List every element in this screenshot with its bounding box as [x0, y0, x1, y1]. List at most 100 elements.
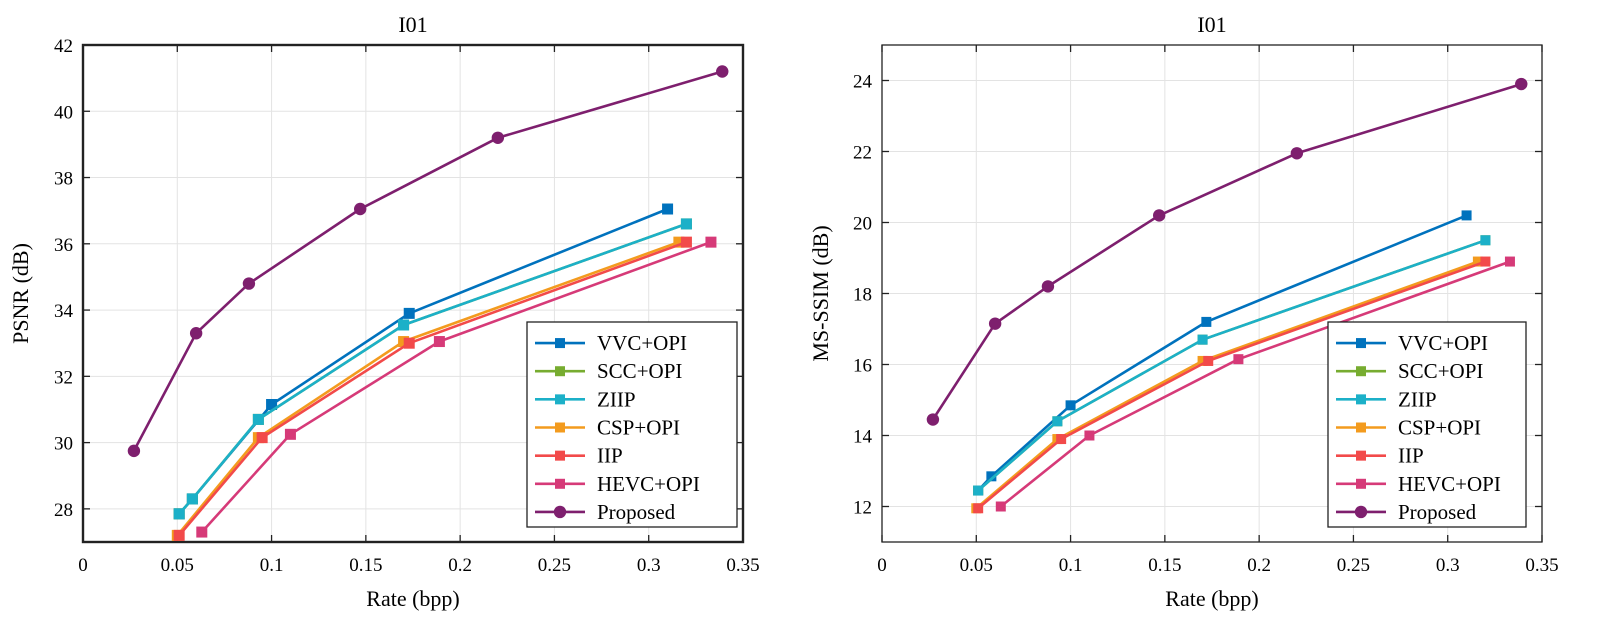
series-line: [931, 82, 1522, 421]
data-point: [284, 428, 296, 440]
legend-entry: VVC+OPI: [535, 331, 687, 355]
series-hevc-opi: [995, 256, 1515, 512]
legend-entry: CSP+OPI: [1336, 416, 1481, 440]
data-point: [403, 307, 415, 319]
data-point: [986, 471, 997, 482]
legend-label: IIP: [1398, 444, 1424, 468]
series-line: [200, 240, 712, 533]
x-tick-label: 0.3: [1436, 555, 1460, 576]
data-point: [398, 319, 410, 331]
data-point: [1197, 355, 1208, 366]
y-tick-label: 28: [54, 500, 73, 521]
legend-label: ZIIP: [1398, 387, 1437, 411]
data-point: [1233, 354, 1244, 365]
legend-label: VVC+OPI: [1398, 331, 1488, 355]
legend-marker: [1356, 338, 1366, 349]
x-tick-label: 0.35: [1525, 555, 1558, 576]
legend-label: CSP+OPI: [597, 416, 680, 440]
legend-entry: HEVC+OPI: [1336, 472, 1501, 496]
data-point: [1203, 355, 1214, 366]
data-point: [127, 444, 141, 458]
legend-marker: [555, 366, 565, 377]
legend: VVC+OPI SCC+OPI ZIIP CSP+OPI IIP HEVC+OPI Prop…: [526, 321, 738, 528]
x-tick-label: 0.2: [1247, 555, 1271, 576]
y-tick-label: 22: [853, 143, 872, 164]
legend-label: HEVC+OPI: [1398, 472, 1501, 496]
legend-marker: [1356, 366, 1366, 377]
series-line: [999, 260, 1511, 508]
data-point: [1052, 416, 1063, 427]
y-tick-label: 12: [853, 498, 872, 519]
data-point: [256, 432, 268, 444]
x-tick-label: 0.25: [538, 555, 571, 576]
legend-entry: SCC+OPI: [535, 359, 682, 383]
legend-marker: [555, 338, 565, 349]
legend-label: SCC+OPI: [597, 359, 682, 383]
x-tick-label: 0: [877, 555, 887, 576]
legend-marker: [1356, 422, 1366, 433]
data-point: [189, 327, 203, 340]
data-point: [995, 501, 1006, 512]
y-tick-label: 16: [853, 356, 872, 377]
legend-entry: ZIIP: [535, 387, 636, 411]
data-point: [680, 236, 692, 248]
y-tick-label: 24: [853, 72, 873, 93]
data-point: [973, 503, 984, 514]
data-point: [354, 202, 367, 216]
legend-entry: Proposed: [1336, 500, 1477, 524]
x-tick-label: 0.15: [349, 555, 382, 576]
data-point: [1056, 434, 1067, 445]
legend-marker: [1356, 450, 1366, 461]
x-tick-label: 0.1: [260, 555, 284, 576]
x-tick-label: 0.05: [161, 555, 194, 576]
legend-label: CSP+OPI: [1398, 416, 1481, 440]
legend-label: IIP: [597, 444, 623, 468]
legend: VVC+OPI SCC+OPI ZIIP CSP+OPI IIP HEVC+OPI Prop…: [1327, 321, 1527, 528]
chart-2: 0 0.05 0.1 0.15 0.2 0.25 0.3 0.35 12 14 16 18 20 22 24…: [808, 12, 1559, 611]
legend-entry: Proposed: [535, 500, 676, 524]
legend-marker: [555, 422, 565, 433]
series-line: [178, 240, 687, 537]
legend-entry: CSP+OPI: [535, 416, 680, 440]
chart-title: I01: [1197, 12, 1226, 37]
data-point: [1041, 280, 1055, 293]
x-axis-label: Rate (bpp): [366, 586, 459, 611]
data-point: [673, 236, 685, 248]
series-hevc-opi: [196, 236, 717, 538]
data-point: [1480, 235, 1491, 246]
data-point: [398, 336, 410, 348]
y-tick-label: 20: [853, 214, 872, 235]
series-line: [977, 260, 1486, 510]
y-tick-label: 30: [54, 434, 73, 455]
data-point: [1472, 256, 1483, 267]
legend-marker: [1356, 394, 1366, 405]
y-tick-label: 42: [54, 36, 73, 57]
legend-label: HEVC+OPI: [597, 472, 700, 496]
chart-1: 0 0.05 0.1 0.15 0.2 0.25 0.3 0.35 28 30 32 34 36 38 40…: [8, 12, 760, 611]
data-point: [662, 203, 674, 215]
legend-entry: VVC+OPI: [1336, 331, 1488, 355]
data-point: [266, 398, 278, 410]
y-tick-label: 36: [54, 235, 73, 256]
data-point: [1153, 209, 1166, 222]
series-iip: [973, 256, 1491, 514]
data-point: [705, 236, 717, 248]
data-point: [1065, 400, 1076, 411]
data-point: [433, 336, 445, 348]
legend-entry: IIP: [1336, 444, 1424, 468]
legend-label: Proposed: [597, 500, 676, 524]
chart-title: I01: [398, 12, 427, 37]
data-point: [1461, 210, 1472, 221]
series-proposed: [926, 77, 1528, 426]
series-line: [977, 239, 1486, 492]
legend-marker: [553, 505, 567, 519]
legend-entry: SCC+OPI: [1336, 359, 1483, 383]
y-tick-label: 40: [54, 102, 73, 123]
y-tick-label: 38: [54, 169, 73, 190]
x-axis-label: Rate (bpp): [1165, 586, 1258, 611]
x-tick-label: 0.25: [1337, 555, 1370, 576]
series-ziip: [173, 218, 692, 520]
y-tick-label: 34: [54, 301, 74, 322]
legend-marker: [1354, 505, 1368, 519]
data-point: [1480, 256, 1491, 267]
